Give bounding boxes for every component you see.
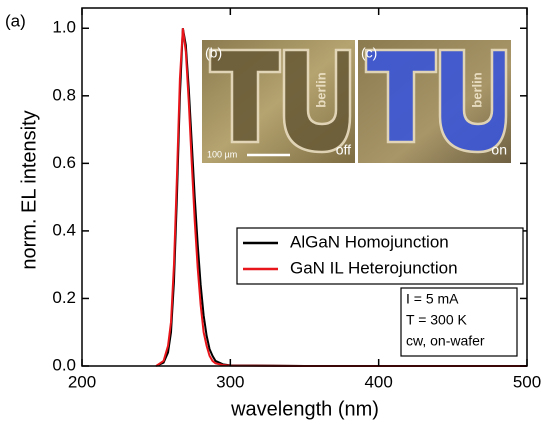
y-tick-label: 0.0 bbox=[52, 355, 76, 374]
scale-bar-label: 100 µm bbox=[207, 149, 237, 159]
conditions-box bbox=[400, 287, 518, 357]
legend: AlGaN Homojunction GaN IL Heterojunction bbox=[236, 227, 524, 285]
plot-frame bbox=[81, 7, 528, 367]
inset-label: (b) bbox=[205, 45, 222, 61]
x-tick-label: 200 bbox=[68, 372, 96, 391]
logo-outline bbox=[208, 48, 352, 154]
x-tick-label: 300 bbox=[216, 372, 244, 391]
condition-text: T = 300 K bbox=[406, 312, 468, 328]
inset-state: off bbox=[336, 142, 351, 158]
y-tick-label: 0.2 bbox=[52, 288, 76, 307]
x-tick-label: 500 bbox=[513, 372, 541, 391]
y-tick-label: 0.6 bbox=[52, 153, 76, 172]
y-tick-label: 0.8 bbox=[52, 85, 76, 104]
inset-photo: (c) berlin on bbox=[358, 40, 511, 163]
legend-box bbox=[236, 227, 524, 285]
condition-text: I = 5 mA bbox=[406, 291, 459, 307]
inset-photo: (b) berlin off 100 µm bbox=[202, 40, 355, 163]
y-tick-label: 1.0 bbox=[52, 18, 76, 37]
legend-label: AlGaN Homojunction bbox=[290, 232, 449, 251]
inset-state: on bbox=[491, 142, 507, 158]
logo-outline bbox=[364, 48, 508, 154]
legend-label: GaN IL Heterojunction bbox=[290, 258, 458, 277]
y-axis-label: norm. EL intensity bbox=[18, 110, 40, 269]
inset-logo-text: berlin bbox=[313, 72, 328, 107]
panel-label: (a) bbox=[5, 11, 26, 30]
condition-text: cw, on-wafer bbox=[406, 333, 485, 349]
y-tick-label: 0.4 bbox=[52, 220, 76, 239]
x-tick-label: 400 bbox=[364, 372, 392, 391]
conditions: I = 5 mA T = 300 K cw, on-wafer bbox=[400, 287, 518, 357]
inset-logo-text: berlin bbox=[469, 72, 484, 107]
x-axis-label: wavelength (nm) bbox=[230, 398, 379, 420]
inset-label: (c) bbox=[361, 45, 377, 61]
